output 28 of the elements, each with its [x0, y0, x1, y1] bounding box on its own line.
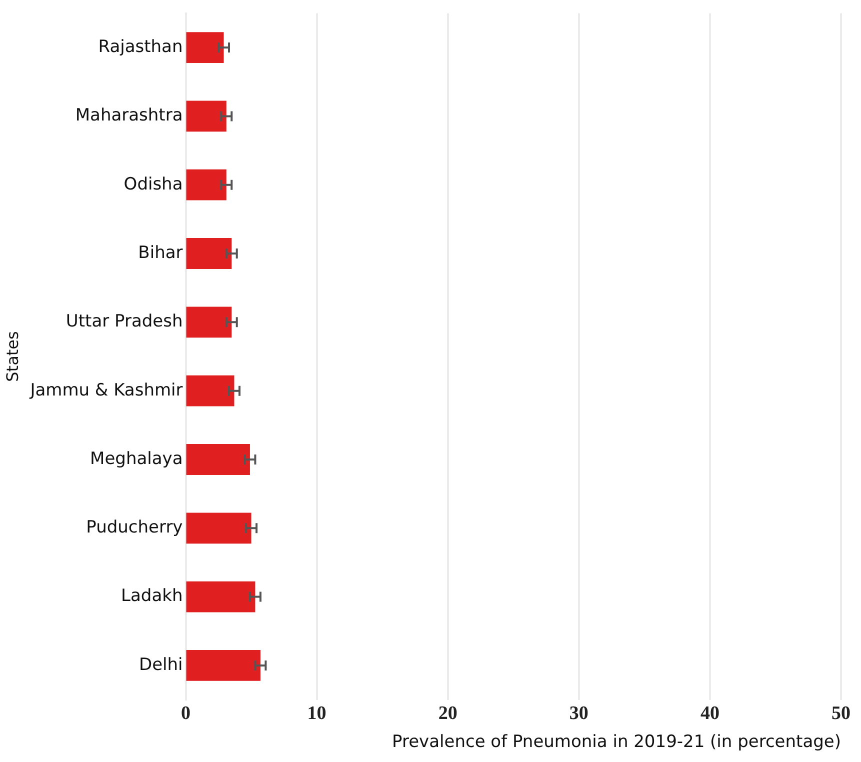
bar — [186, 169, 226, 200]
x-axis-title: Prevalence of Pneumonia in 2019-21 (in percentage) — [392, 732, 841, 752]
y-tick-label: Delhi — [138, 654, 183, 675]
y-tick-label: Uttar Pradesh — [66, 312, 183, 332]
x-tick-label: 50 — [832, 703, 850, 724]
y-tick-label: Maharashtra — [75, 106, 183, 126]
y-tick-label: Jammu & Kashmir — [29, 380, 183, 400]
bar — [186, 375, 234, 406]
bar — [186, 512, 252, 544]
x-tick-label: 0 — [181, 703, 191, 724]
bar — [186, 650, 260, 681]
bar — [186, 306, 232, 338]
y-tick-label: Rajasthan — [98, 36, 183, 57]
bar — [186, 238, 232, 269]
y-tick-label: Puducherry — [86, 518, 183, 538]
y-tick-label: Odisha — [124, 174, 183, 194]
x-tick-label: 10 — [307, 703, 326, 724]
bar — [186, 444, 250, 475]
y-tick-label: Ladakh — [121, 586, 183, 606]
y-axis-title: States — [2, 331, 22, 382]
bar — [186, 100, 226, 132]
y-tick-label: Meghalaya — [90, 448, 183, 469]
x-tick-label: 40 — [700, 703, 720, 724]
bar — [186, 32, 224, 63]
y-tick-label: Bihar — [138, 242, 183, 263]
bar — [186, 581, 256, 612]
x-tick-label: 30 — [569, 703, 588, 724]
x-tick-label: 20 — [438, 703, 458, 724]
